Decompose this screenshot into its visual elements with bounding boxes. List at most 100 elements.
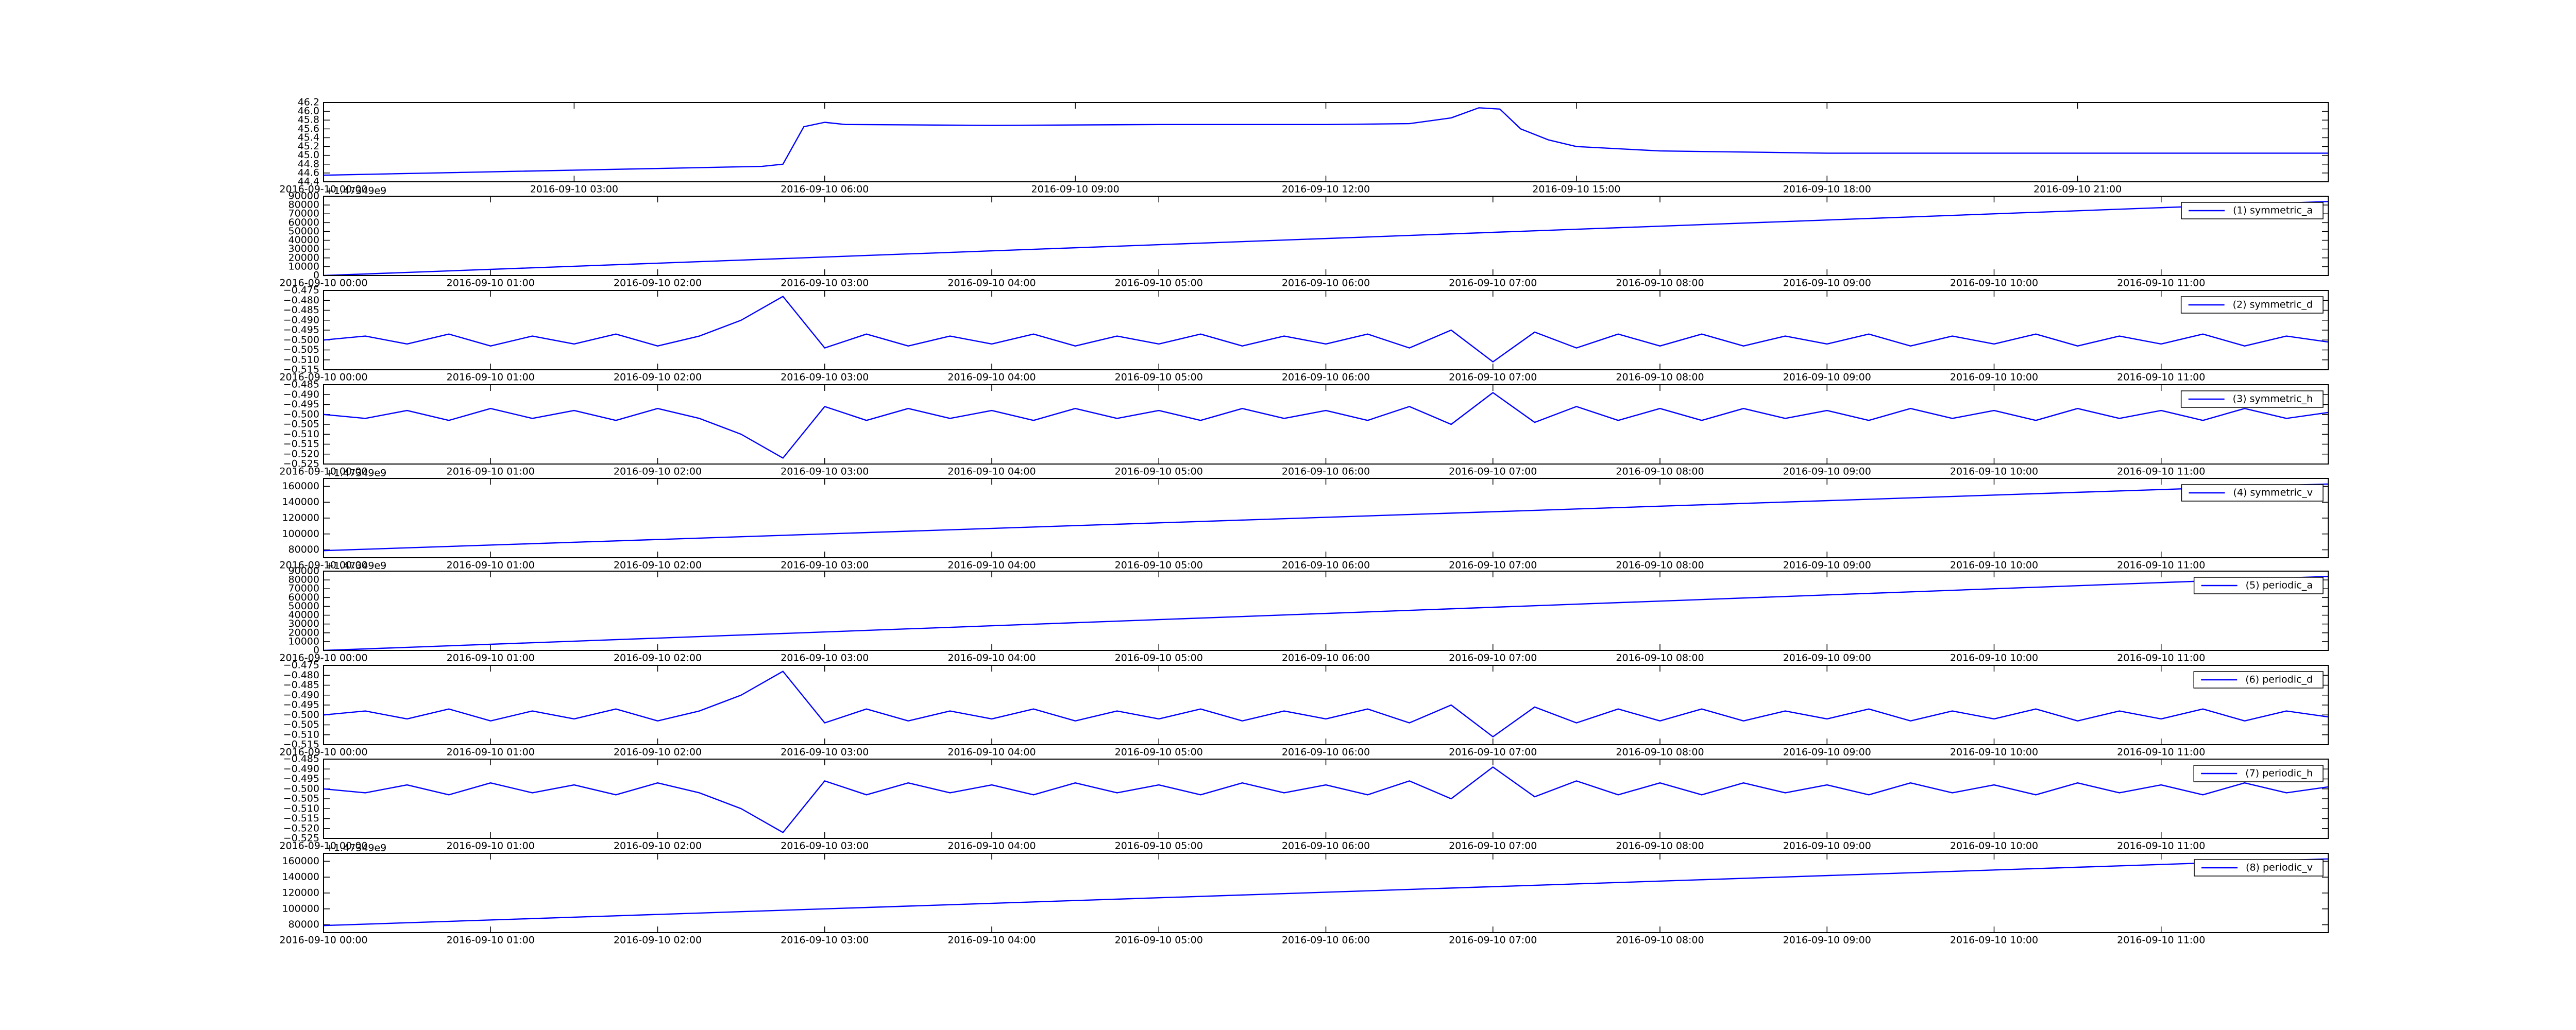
x-tick-label: 2016-09-10 05:00: [1115, 278, 1203, 289]
axes-frame: [323, 196, 2329, 276]
y-tick-label: 120000: [282, 512, 319, 524]
y-tick-label: 70000: [289, 583, 319, 594]
y-tick-label: −0.495: [283, 699, 319, 711]
y-tick-label: −0.515: [283, 364, 319, 375]
x-tick-label: 2016-09-10 09:00: [1783, 560, 1871, 571]
axes-background: [324, 478, 2328, 558]
x-tick-label: 2016-09-10 09:00: [1783, 840, 1871, 852]
y-tick-label: −0.490: [283, 763, 319, 775]
x-tick-label: 2016-09-10 11:00: [2117, 560, 2205, 571]
y-tick-label: −0.485: [283, 679, 319, 691]
x-tick-label: 2016-09-10 06:00: [1282, 466, 1370, 477]
data-line: [323, 296, 2329, 363]
x-tick-label: 2016-09-10 06:00: [1282, 560, 1370, 571]
y-tick-label: 140000: [282, 871, 319, 883]
y-tick-label: −0.505: [283, 419, 319, 430]
legend: (7) periodic_h: [2193, 765, 2324, 782]
y-tick-label: −0.510: [283, 354, 319, 365]
y-tick-label: −0.510: [283, 729, 319, 740]
x-tick-label: 2016-09-10 05:00: [1115, 466, 1203, 477]
offset-text: +1.47349e9: [326, 843, 386, 854]
legend: (4) symmetric_v: [2181, 484, 2324, 502]
x-tick-label: 2016-09-10 10:00: [1950, 560, 2038, 571]
x-tick-label: 2016-09-10 03:00: [530, 184, 618, 195]
y-tick-label: 80000: [289, 919, 319, 930]
x-tick-label: 2016-09-10 11:00: [2117, 935, 2205, 946]
y-tick-label: 70000: [289, 208, 319, 219]
offset-text: +1.47349e9: [326, 560, 386, 572]
x-tick-label: 2016-09-10 06:00: [1282, 372, 1370, 383]
x-tick-label: 2016-09-10 03:00: [781, 747, 869, 758]
x-tick-label: 2016-09-10 21:00: [2033, 184, 2122, 195]
y-tick-label: 20000: [289, 627, 319, 638]
x-tick-label: 2016-09-10 09:00: [1783, 747, 1871, 758]
x-tick-label: 2016-09-10 00:00: [279, 184, 367, 195]
data-line: [323, 107, 2328, 176]
x-tick-label: 2016-09-10 07:00: [1449, 840, 1537, 852]
axes-background: [324, 571, 2328, 650]
y-tick-label: 45.6: [298, 123, 319, 134]
x-tick-label: 2016-09-10 10:00: [1950, 840, 2038, 852]
x-tick-label: 2016-09-10 10:00: [1950, 278, 2038, 289]
x-tick-label: 2016-09-10 10:00: [1950, 372, 2038, 383]
x-tick-label: 2016-09-10 11:00: [2117, 747, 2205, 758]
y-tick-label: 44.8: [298, 158, 319, 169]
y-tick-label: 10000: [289, 261, 319, 272]
x-tick-label: 2016-09-10 00:00: [279, 560, 367, 571]
x-tick-label: 2016-09-10 07:00: [1449, 560, 1537, 571]
legend: (1) symmetric_a: [2181, 202, 2324, 219]
y-tick-label: 50000: [289, 226, 319, 237]
axes-frame: [323, 759, 2329, 839]
x-tick-label: 2016-09-10 04:00: [947, 747, 1036, 758]
y-tick-label: 44.6: [298, 167, 319, 178]
x-tick-label: 2016-09-10 08:00: [1616, 560, 1704, 571]
y-tick-label: −0.520: [283, 448, 319, 459]
y-tick-label: −0.515: [283, 438, 319, 450]
y-tick-label: −0.495: [283, 773, 319, 784]
x-tick-label: 2016-09-10 04:00: [947, 372, 1036, 383]
axes-background: [324, 665, 2328, 745]
x-tick-label: 2016-09-10 03:00: [781, 653, 869, 664]
axes-frame: [323, 102, 2329, 182]
x-tick-label: 2016-09-10 11:00: [2117, 278, 2205, 289]
x-tick-label: 2016-09-10 05:00: [1115, 840, 1203, 852]
axes-frame: [323, 384, 2329, 465]
x-tick-label: 2016-09-10 01:00: [447, 372, 535, 383]
y-tick-label: 80000: [289, 199, 319, 211]
x-tick-label: 2016-09-10 00:00: [279, 278, 367, 289]
y-tick-label: 120000: [282, 887, 319, 899]
y-tick-label: 45.4: [298, 132, 319, 143]
legend-label: (4) symmetric_v: [2233, 487, 2313, 499]
y-tick-label: 50000: [289, 600, 319, 612]
x-tick-label: 2016-09-10 07:00: [1449, 466, 1537, 477]
y-tick-label: 20000: [289, 252, 319, 263]
x-tick-label: 2016-09-10 08:00: [1616, 372, 1704, 383]
x-tick-label: 2016-09-10 02:00: [614, 653, 702, 664]
legend: (5) periodic_a: [2193, 577, 2324, 594]
y-tick-label: −0.475: [283, 285, 319, 296]
x-tick-label: 2016-09-10 01:00: [447, 840, 535, 852]
data-line: [323, 766, 2329, 833]
y-tick-label: 44.4: [298, 176, 319, 187]
data-line: [323, 858, 2329, 926]
y-tick-label: −0.500: [283, 783, 319, 794]
x-tick-label: 2016-09-10 02:00: [614, 278, 702, 289]
x-tick-label: 2016-09-10 09:00: [1783, 278, 1871, 289]
y-tick-label: −0.510: [283, 803, 319, 814]
x-tick-label: 2016-09-10 04:00: [947, 278, 1036, 289]
x-tick-label: 2016-09-10 05:00: [1115, 653, 1203, 664]
x-tick-label: 2016-09-10 09:00: [1783, 372, 1871, 383]
y-tick-label: 80000: [289, 544, 319, 555]
legend-label: (1) symmetric_a: [2233, 205, 2313, 216]
x-tick-label: 2016-09-10 08:00: [1616, 747, 1704, 758]
y-tick-label: 100000: [282, 903, 319, 914]
data-line: [323, 671, 2329, 737]
y-tick-label: 140000: [282, 496, 319, 508]
x-tick-label: 2016-09-10 04:00: [947, 560, 1036, 571]
x-tick-label: 2016-09-10 11:00: [2117, 372, 2205, 383]
x-tick-label: 2016-09-10 09:00: [1783, 935, 1871, 946]
legend-label: (5) periodic_a: [2246, 580, 2313, 591]
x-tick-label: 2016-09-10 08:00: [1616, 466, 1704, 477]
x-tick-label: 2016-09-10 00:00: [279, 466, 367, 477]
